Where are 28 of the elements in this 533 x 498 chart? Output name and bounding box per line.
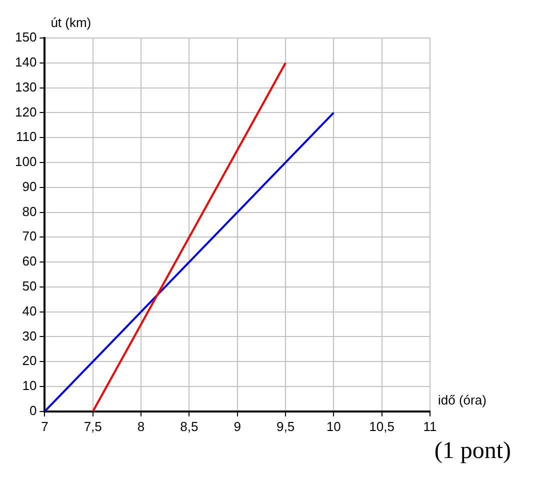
x-axis-title: idő (óra) bbox=[438, 392, 486, 408]
x-tick-label: 7 bbox=[41, 418, 48, 434]
y-tick-label: 60 bbox=[22, 254, 37, 269]
y-tick-label: 30 bbox=[22, 328, 37, 344]
x-tick-label: 8 bbox=[137, 418, 145, 434]
y-tick-label: 110 bbox=[16, 129, 37, 144]
y-tick-label: 40 bbox=[22, 303, 37, 318]
x-tick-label: 7,5 bbox=[84, 418, 102, 434]
y-tick-label: 10 bbox=[22, 378, 37, 394]
y-tick-label: 130 bbox=[14, 79, 37, 94]
y-tick-label: 0 bbox=[29, 402, 37, 418]
y-tick-label: 90 bbox=[22, 178, 37, 194]
y-tick-label: 150 bbox=[14, 30, 37, 45]
x-tick-label: 10 bbox=[326, 418, 341, 434]
y-tick-label: 140 bbox=[14, 54, 37, 70]
x-tick-label: 8,5 bbox=[180, 418, 198, 434]
text: (1 pont) bbox=[433, 438, 512, 465]
y-tick-label: 80 bbox=[22, 204, 37, 219]
y-tick-label: 70 bbox=[22, 228, 37, 244]
y-tick-label: 120 bbox=[14, 104, 37, 120]
y-tick-label: 50 bbox=[22, 278, 37, 294]
x-tick-label: 11 bbox=[423, 418, 437, 434]
x-tick-label: 9 bbox=[234, 418, 241, 434]
y-axis-title: út (km) bbox=[50, 15, 92, 30]
y-tick-label: 20 bbox=[22, 353, 37, 368]
x-tick-label: 9,5 bbox=[276, 418, 295, 434]
y-tick-label: 100 bbox=[14, 154, 37, 170]
x-tick-label: 10,5 bbox=[369, 418, 394, 434]
